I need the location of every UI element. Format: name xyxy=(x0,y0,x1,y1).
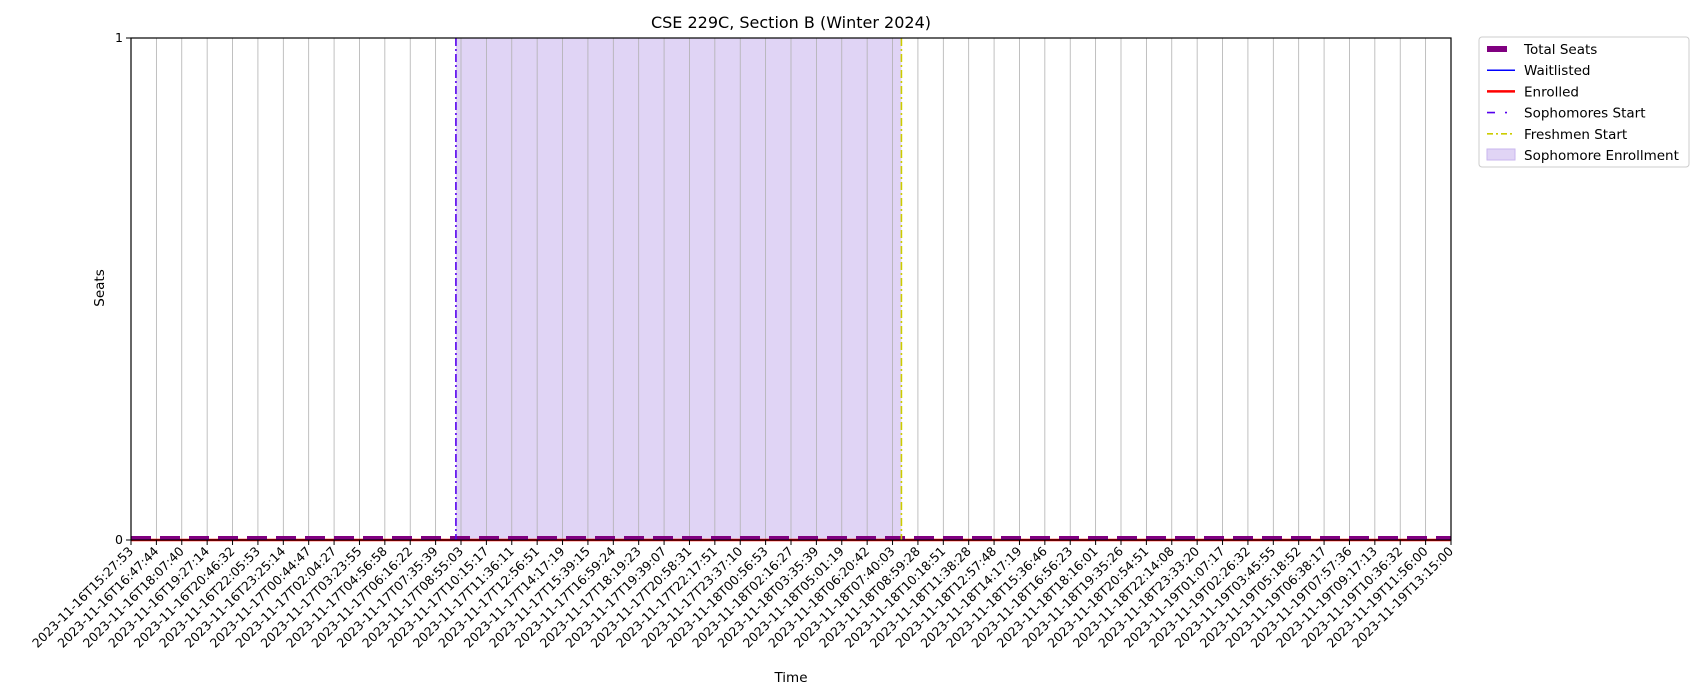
y-tick-label: 0 xyxy=(115,532,123,547)
legend-label-total-seats: Total Seats xyxy=(1523,42,1597,58)
legend-label-waitlisted: Waitlisted xyxy=(1524,63,1591,79)
legend-label-sophomores-start: Sophomores Start xyxy=(1524,106,1646,122)
chart-title: CSE 229C, Section B (Winter 2024) xyxy=(651,13,931,32)
y-axis-title: Seats xyxy=(92,269,108,306)
span-sophomore-enrollment xyxy=(455,38,902,540)
x-axis-title: Time xyxy=(773,670,807,686)
legend-swatch-sophomore-enrollment xyxy=(1486,148,1516,161)
plot-area: 012023-11-16T15:27:532023-11-16T16:47:44… xyxy=(29,30,1456,651)
legend-label-sophomore-enrollment: Sophomore Enrollment xyxy=(1524,148,1679,164)
y-tick-label: 1 xyxy=(115,30,123,45)
legend-box xyxy=(1478,36,1690,168)
legend-label-enrolled: Enrolled xyxy=(1524,84,1579,100)
legend-label-freshmen-start: Freshmen Start xyxy=(1524,127,1627,143)
legend: Total Seats Waitlisted Enrolled Sophomores … xyxy=(1478,36,1690,168)
